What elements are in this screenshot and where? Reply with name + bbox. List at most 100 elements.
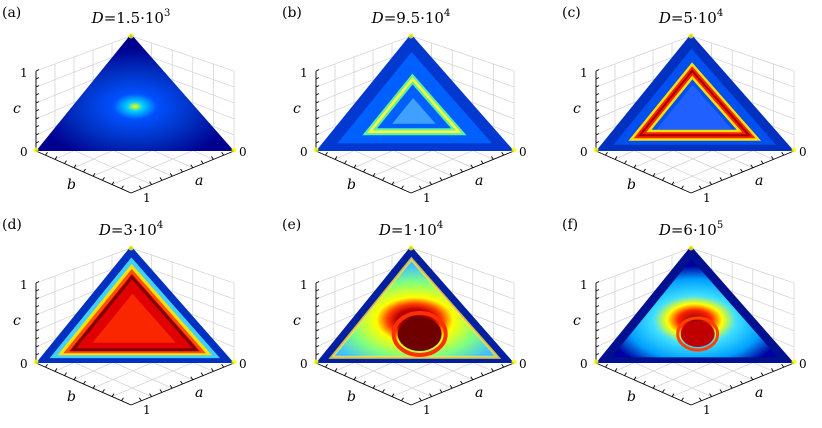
- tick-b-one: 1: [143, 403, 151, 417]
- corner-highlight: [593, 147, 599, 153]
- density-base: [36, 34, 234, 151]
- corner-highlight: [33, 359, 39, 365]
- axis-label-b: b: [347, 389, 356, 405]
- tick-a-zero: 0: [519, 357, 527, 371]
- panel-label: (c): [562, 5, 581, 21]
- tick-c-one: 1: [580, 278, 588, 292]
- density-ring-core: [367, 77, 462, 134]
- tick-b-one: 1: [423, 191, 431, 205]
- axis-label-c: c: [293, 101, 301, 117]
- density-center: [92, 293, 176, 343]
- axis-edges: [315, 69, 515, 194]
- axis-label-a: a: [195, 173, 203, 189]
- panel-b: (b) D=9.5·104 1 0 c 0 1 b a: [282, 5, 527, 205]
- axis-edges: [595, 69, 795, 194]
- axis-label-b: b: [627, 389, 636, 405]
- density-map: [313, 33, 517, 153]
- panel-title: D=3·104: [98, 220, 163, 239]
- panel-label: (b): [282, 5, 302, 21]
- tick-c-zero: 0: [300, 145, 308, 159]
- axis-label-b: b: [67, 389, 76, 405]
- axis-edges: [35, 281, 235, 406]
- density-center: [656, 84, 732, 130]
- panel-e: (e) D=1·104 1 0 c 0 1 b a: [282, 217, 527, 417]
- density-ring-core: [637, 69, 752, 137]
- axis-label-a: a: [755, 173, 763, 189]
- corner-highlight: [313, 147, 319, 153]
- corner-highlight: [128, 245, 134, 251]
- axis-label-c: c: [293, 313, 301, 329]
- corner-highlight: [231, 359, 237, 365]
- tick-b-one: 1: [423, 403, 431, 417]
- corner-highlight: [408, 33, 414, 39]
- axis-label-c: c: [573, 101, 581, 117]
- tick-c-zero: 0: [580, 357, 588, 371]
- axis-edges: [595, 281, 795, 406]
- panel-label: (f): [562, 217, 578, 233]
- tick-c-one: 1: [20, 66, 28, 80]
- density-map: [33, 245, 237, 365]
- tick-c-one: 1: [580, 66, 588, 80]
- axis-label-b: b: [67, 177, 76, 193]
- tick-c-one: 1: [300, 278, 308, 292]
- corner-highlight: [511, 147, 517, 153]
- tick-c-zero: 0: [20, 357, 28, 371]
- density-blob: [397, 317, 442, 351]
- axis-label-a: a: [195, 385, 203, 401]
- panel-a: (a) D=1.5·103 1 0 c 0 1 b a: [2, 5, 247, 205]
- density-map: [593, 33, 797, 153]
- panel-label: (d): [2, 217, 22, 233]
- axis-edges: [35, 69, 235, 194]
- tick-c-zero: 0: [580, 145, 588, 159]
- panel-f: (f) D=6·105 1 0 c 0 1 b a: [562, 217, 807, 417]
- corner-highlight: [593, 359, 599, 365]
- density-blob-rim: [676, 316, 720, 352]
- corner-highlight: [791, 359, 797, 365]
- corner-highlight: [688, 245, 694, 251]
- panel-label: (a): [2, 5, 21, 21]
- tick-a-zero: 0: [239, 145, 247, 159]
- density-map: [33, 33, 237, 153]
- tick-c-zero: 0: [300, 357, 308, 371]
- density-center: [392, 98, 436, 124]
- density-blob: [680, 321, 715, 347]
- axis-label-c: c: [573, 313, 581, 329]
- panel-label: (e): [282, 217, 301, 233]
- tick-b-one: 1: [143, 191, 151, 205]
- tick-a-zero: 0: [519, 145, 527, 159]
- density-fill: [331, 259, 498, 358]
- tick-b-one: 1: [703, 191, 711, 205]
- tick-a-zero: 0: [799, 357, 807, 371]
- panel-title: D=1·104: [378, 220, 443, 239]
- panel-title: D=9.5·104: [371, 8, 451, 27]
- tick-c-one: 1: [20, 278, 28, 292]
- corner-highlight: [128, 33, 134, 39]
- panel-title: D=5·104: [658, 8, 723, 27]
- corner-highlight: [408, 245, 414, 251]
- tick-c-one: 1: [300, 66, 308, 80]
- axis-label-b: b: [627, 177, 636, 193]
- density-map: [593, 245, 797, 365]
- corner-highlight: [231, 147, 237, 153]
- corner-highlight: [688, 33, 694, 39]
- axis-label-a: a: [755, 385, 763, 401]
- axis-label-c: c: [13, 313, 21, 329]
- corner-highlight: [33, 147, 39, 153]
- tick-a-zero: 0: [799, 145, 807, 159]
- tick-c-zero: 0: [20, 145, 28, 159]
- tick-a-zero: 0: [239, 357, 247, 371]
- axis-label-b: b: [347, 177, 356, 193]
- axis-label-a: a: [475, 385, 483, 401]
- tick-b-one: 1: [703, 403, 711, 417]
- panel-d: (d) D=3·104 1 0 c 0 1 b a: [2, 217, 247, 417]
- panel-title: D=6·105: [658, 220, 723, 239]
- axis-edges: [315, 281, 515, 406]
- axis-label-a: a: [475, 173, 483, 189]
- panel-title: D=1.5·103: [91, 8, 171, 27]
- density-ring: [328, 256, 502, 359]
- corner-highlight: [511, 359, 517, 365]
- density-blob-rim: [391, 311, 448, 357]
- corner-highlight: [791, 147, 797, 153]
- density-ring-core: [69, 274, 200, 352]
